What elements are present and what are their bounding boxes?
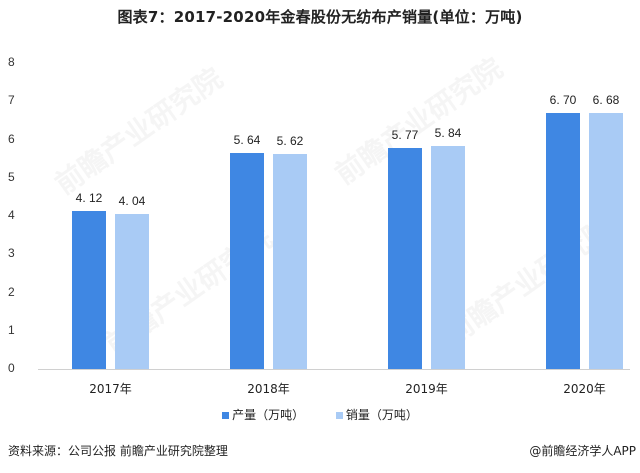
legend: 产量（万吨） 销量（万吨） — [0, 406, 640, 423]
y-tick-label: 3 — [8, 246, 15, 261]
x-axis-line — [38, 369, 630, 370]
y-tick-label: 7 — [8, 93, 15, 108]
value-label: 5. 84 — [434, 125, 462, 140]
value-label: 5. 64 — [233, 133, 261, 148]
legend-swatch-sales — [335, 412, 343, 419]
value-label: 4. 04 — [118, 194, 146, 209]
value-label: 6. 68 — [592, 93, 620, 108]
x-tick-label: 2020年 — [563, 382, 606, 396]
legend-label: 产量（万吨） — [232, 408, 305, 422]
y-tick-label: 4 — [8, 208, 15, 222]
x-tick-label: 2019年 — [405, 382, 448, 396]
y-tick-label: 6 — [8, 131, 15, 146]
source-note: 资料来源：公司公报 前瞻产业研究院整理 — [8, 444, 228, 458]
y-tick-label: 0 — [8, 361, 15, 375]
value-label: 6. 70 — [549, 92, 577, 107]
y-tick-label: 2 — [8, 284, 15, 299]
x-tick-label: 2017年 — [89, 382, 132, 396]
legend-label: 销量（万吨） — [345, 408, 418, 422]
legend-item-sales: 销量（万吨） — [335, 406, 418, 423]
bar-production-2020 — [546, 112, 580, 369]
value-label: 5. 77 — [391, 128, 419, 143]
y-tick-label: 5 — [8, 169, 15, 184]
bar-production-2019 — [388, 148, 422, 369]
credit-note: @前瞻经济学人APP — [529, 444, 636, 458]
bar-sales-2019 — [431, 145, 465, 369]
bar-sales-2017 — [115, 214, 149, 369]
bar-production-2018 — [230, 153, 264, 369]
watermark: 前瞻产业研究院 — [49, 61, 229, 201]
legend-swatch-production — [222, 412, 230, 419]
value-label: 5. 62 — [276, 134, 304, 149]
bar-production-2017 — [72, 211, 106, 369]
x-tick-label: 2018年 — [247, 382, 290, 396]
y-tick-label: 8 — [8, 55, 15, 69]
bar-sales-2020 — [589, 113, 623, 369]
legend-item-production: 产量（万吨） — [222, 406, 304, 423]
value-label: 4. 12 — [75, 191, 103, 206]
chart-title: 图表7：2017-2020年金春股份无纺布产销量(单位：万吨) — [117, 8, 523, 26]
y-tick-label: 1 — [8, 322, 15, 337]
bar-sales-2018 — [273, 154, 307, 369]
